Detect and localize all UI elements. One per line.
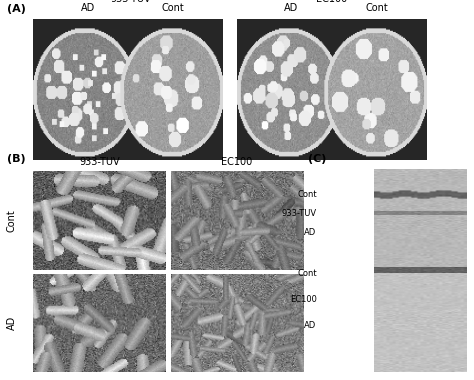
Text: AD: AD — [7, 316, 17, 330]
Text: EC100: EC100 — [221, 157, 253, 167]
Text: AD: AD — [284, 3, 299, 13]
Text: (A): (A) — [7, 4, 26, 14]
Text: 933-TUV: 933-TUV — [282, 209, 317, 218]
Text: 933-TUV: 933-TUV — [79, 157, 120, 167]
Text: Cont: Cont — [297, 269, 317, 278]
Text: Cont: Cont — [162, 3, 184, 13]
Text: EC100: EC100 — [316, 0, 347, 4]
Text: AD: AD — [81, 3, 95, 13]
Text: AD: AD — [304, 321, 317, 330]
Text: EC100: EC100 — [290, 295, 317, 304]
Text: 933-TUV: 933-TUV — [110, 0, 151, 4]
Text: AD: AD — [304, 228, 317, 237]
Text: Cont: Cont — [365, 3, 388, 13]
Text: (B): (B) — [7, 154, 26, 163]
Text: (C): (C) — [308, 154, 327, 163]
Text: Cont: Cont — [7, 209, 17, 232]
Text: Cont: Cont — [297, 190, 317, 199]
